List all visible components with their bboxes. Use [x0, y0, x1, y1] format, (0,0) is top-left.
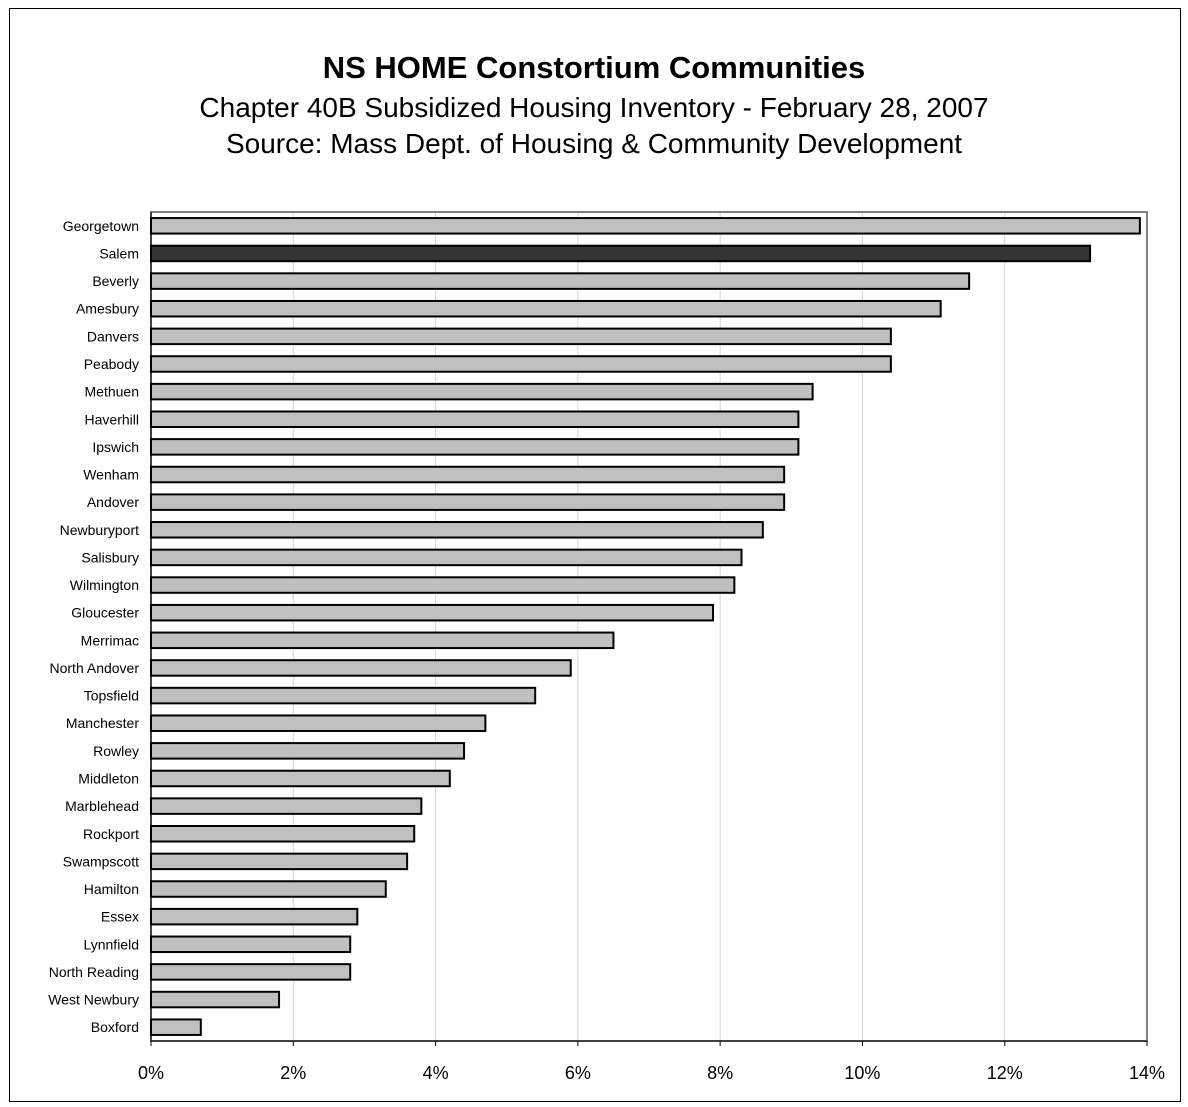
bar-swampscott — [150, 852, 409, 871]
bar-newburyport — [150, 521, 764, 539]
bar-georgetown — [150, 217, 1141, 235]
x-tick-label: 10% — [844, 1063, 880, 1083]
category-label: Methuen — [85, 384, 139, 400]
category-label: Topsfield — [84, 688, 139, 704]
bar-north-andover — [150, 659, 572, 677]
x-tick-label: 14% — [1129, 1063, 1165, 1083]
category-label: West Newbury — [48, 992, 139, 1008]
category-label: Georgetown — [63, 218, 139, 234]
bar-wenham — [150, 465, 786, 484]
category-label: Rockport — [83, 826, 139, 842]
bar-boxford — [150, 1018, 202, 1036]
category-label: Wilmington — [70, 577, 139, 593]
plot-area — [151, 212, 1147, 1041]
category-label: Gloucester — [71, 605, 139, 621]
bar-middleton — [150, 769, 451, 788]
category-label: Rowley — [93, 743, 139, 759]
bar-rowley — [150, 742, 466, 760]
x-tick-label: 0% — [138, 1063, 164, 1083]
category-label: Lynnfield — [83, 936, 139, 952]
chart-subtitle: Chapter 40B Subsidized Housing Inventory… — [199, 92, 989, 123]
bar-north-reading — [150, 963, 352, 981]
category-label: North Andover — [50, 660, 140, 676]
bar-haverhill — [150, 410, 800, 428]
bar-hamilton — [150, 880, 387, 898]
category-label: Danvers — [87, 328, 139, 344]
category-label: Boxford — [91, 1019, 139, 1035]
bar-wilmington — [150, 576, 736, 594]
bar-salem — [150, 244, 1092, 263]
bar-amesbury — [150, 299, 942, 318]
category-label: Peabody — [84, 356, 139, 372]
category-label: Manchester — [66, 715, 139, 731]
x-tick-label: 6% — [565, 1063, 591, 1083]
bar-marblehead — [150, 797, 423, 815]
bar-salisbury — [150, 548, 743, 567]
category-label: Andover — [87, 494, 139, 510]
category-label: Amesbury — [76, 301, 139, 317]
category-label: Essex — [101, 909, 139, 925]
bar-danvers — [150, 327, 892, 346]
category-label: Beverly — [92, 273, 139, 289]
bar-essex — [150, 907, 359, 926]
category-label: Marblehead — [65, 798, 139, 814]
category-label: Haverhill — [85, 411, 139, 427]
category-label: Newburyport — [60, 522, 139, 538]
bar-topsfield — [150, 686, 537, 705]
x-tick-label: 2% — [280, 1063, 306, 1083]
bar-peabody — [150, 355, 892, 373]
category-label: Salem — [99, 245, 139, 261]
x-tick-label: 4% — [423, 1063, 449, 1083]
bar-rockport — [150, 825, 416, 843]
category-label: Ipswich — [92, 439, 139, 455]
chart-source-line: Source: Mass Dept. of Housing & Communit… — [225, 128, 963, 159]
bar-lynnfield — [150, 935, 352, 954]
bar-merrimac — [150, 631, 615, 650]
bar-ipswich — [150, 438, 800, 456]
bar-beverly — [150, 272, 971, 290]
category-label: Swampscott — [63, 853, 139, 869]
x-tick-label: 8% — [707, 1063, 733, 1083]
bar-gloucester — [150, 603, 715, 622]
bar-manchester — [150, 714, 487, 732]
category-label: Wenham — [83, 467, 139, 483]
bar-west-newbury — [150, 990, 281, 1009]
bar-andover — [150, 493, 786, 511]
bar-methuen — [150, 382, 814, 401]
category-label: Middleton — [78, 770, 139, 786]
x-tick-label: 12% — [987, 1063, 1023, 1083]
category-label: Hamilton — [84, 881, 139, 897]
category-label: Salisbury — [81, 549, 139, 565]
category-label: Merrimac — [81, 632, 139, 648]
chart-title: NS HOME Constortium Communities — [322, 50, 866, 85]
category-label: North Reading — [49, 964, 139, 980]
chart-frame — [9, 8, 1181, 1102]
